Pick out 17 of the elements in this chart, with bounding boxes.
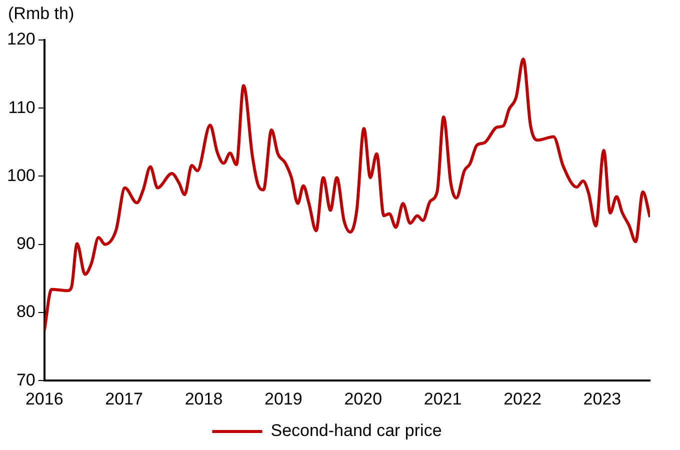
legend-label: Second-hand car price (270, 421, 442, 440)
y-tick-label: 80 (16, 302, 36, 322)
y-tick-label: 70 (16, 370, 36, 390)
x-tick-label: 2020 (344, 389, 382, 408)
x-tick-label: 2023 (583, 389, 622, 408)
x-tick-label: 2022 (504, 389, 542, 408)
x-tick-label: 2019 (264, 389, 302, 408)
x-tick-label: 2021 (424, 389, 462, 408)
line-series (44, 58, 650, 332)
y-tick-label: 100 (6, 166, 36, 185)
x-tick-label: 2018 (184, 389, 223, 408)
y-tick-label: 120 (6, 30, 36, 49)
y-tick-label: 90 (16, 234, 36, 254)
y-tick-label: 110 (8, 98, 36, 117)
x-tick-label: 2017 (105, 389, 143, 408)
y-axis-title: (Rmb th) (8, 4, 74, 24)
x-tick-label: 2016 (25, 389, 64, 408)
